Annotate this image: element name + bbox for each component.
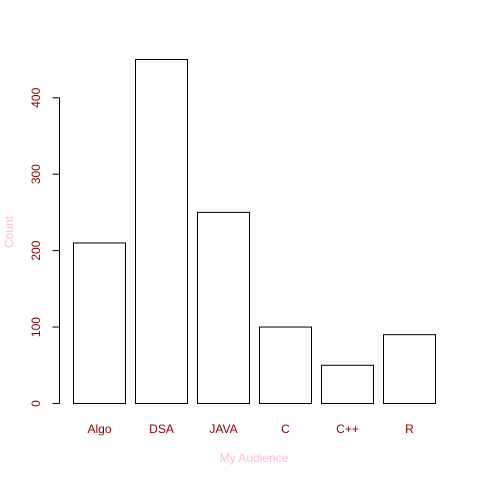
y-axis: 0 100 200 300 400 (29, 87, 60, 407)
y-axis-title: Count (2, 215, 16, 248)
bar-r (383, 334, 436, 405)
bar-java (197, 211, 250, 404)
x-tick-labels: Algo DSA JAVA C C++ R (87, 422, 414, 436)
x-tick-label: C (281, 422, 290, 436)
x-tick-label: JAVA (209, 422, 237, 436)
y-tick-label: 200 (29, 240, 43, 260)
y-tick-label: 100 (29, 317, 43, 337)
x-tick-label: DSA (149, 422, 174, 436)
bar-dsa (135, 59, 188, 404)
bars-group (73, 59, 436, 405)
bar-cplusplus (321, 364, 374, 404)
x-tick-label: R (405, 422, 414, 436)
x-axis-title: My Audience (220, 451, 289, 465)
y-tick-label: 400 (29, 87, 43, 107)
y-tick-label: 0 (29, 400, 43, 407)
y-tick-label: 300 (29, 164, 43, 184)
x-tick-label: C++ (336, 422, 359, 436)
x-tick-label: Algo (87, 422, 111, 436)
bar-c (259, 326, 312, 404)
bar-algo (73, 242, 126, 404)
